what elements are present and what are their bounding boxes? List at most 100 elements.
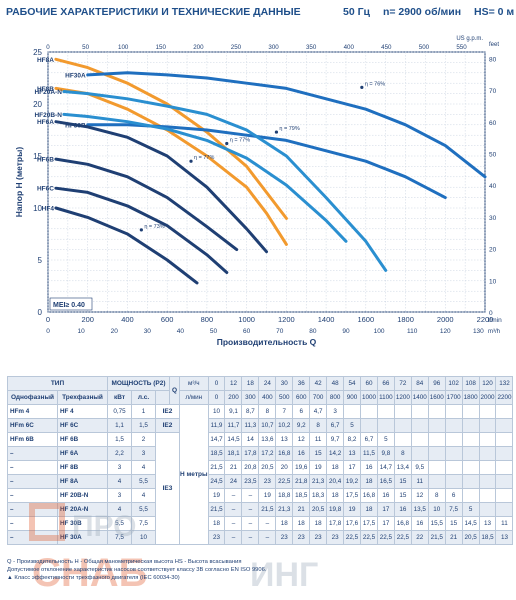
power-hp-cell: 3: [131, 446, 156, 461]
q-m3h-cell: 102: [444, 376, 463, 391]
head-value-cell: 12: [410, 488, 429, 503]
q-m3h-cell: 0: [207, 376, 226, 391]
q-lmin-cell: 600: [292, 390, 311, 405]
head-value-cell: 6,7: [359, 432, 378, 447]
feet-tick-label: 80: [489, 56, 497, 63]
head-value-cell: [461, 488, 480, 503]
head-value-cell: 15: [393, 488, 412, 503]
series-line-hf8b: [54, 86, 288, 246]
power-kw-cell: 3: [107, 488, 132, 503]
x-unit-label: l/min: [488, 317, 502, 324]
feet-unit-label: feet: [489, 42, 499, 48]
head-value-cell: 21,5: [207, 460, 226, 475]
single-phase-model: –: [7, 530, 58, 545]
head-value-cell: 18,5: [478, 530, 497, 545]
head-lmin-unit: л/мин: [179, 390, 209, 405]
head-value-cell: 11: [410, 474, 429, 489]
gpm-tick-label: 450: [381, 44, 392, 51]
head-value-cell: 19: [309, 460, 328, 475]
head-value-cell: [427, 460, 446, 475]
head-value-cell: 13: [343, 446, 361, 461]
head-value-cell: 3: [326, 404, 345, 419]
head-value-cell: 24: [224, 474, 243, 489]
speed-label: n= 2900 об/мин: [382, 6, 462, 18]
m3h-tick-label: 0: [46, 328, 50, 335]
power-hp-cell: 10: [131, 530, 156, 545]
gpm-tick-label: 150: [156, 44, 167, 51]
head-value-cell: 10,7: [258, 418, 277, 433]
head-value-cell: [427, 432, 446, 447]
head-value-cell: [478, 446, 497, 461]
head-value-cell: 16,8: [359, 488, 378, 503]
note-legend: Q - Производительность H - Общая маномет…: [7, 559, 242, 565]
x-tick-label: 1400: [318, 315, 335, 324]
gpm-tick-label: 50: [82, 44, 89, 51]
q-lmin-cell: 400: [258, 390, 277, 405]
three-phase-model: HF 8B: [57, 460, 108, 475]
head-value-cell: 22,5: [359, 530, 378, 545]
x-tick-label: 1800: [397, 315, 414, 324]
gpm-unit-label: US g.p.m.: [456, 36, 483, 42]
head-value-cell: 13: [275, 432, 294, 447]
q-m3h-cell: 42: [309, 376, 328, 391]
chart-grid: [47, 51, 486, 313]
q-m3h-cell: 108: [461, 376, 480, 391]
series-line-hf4: [54, 206, 199, 285]
efficiency-point: [360, 85, 364, 89]
head-value-cell: 16: [376, 488, 395, 503]
efficiency-label: η = 79%: [279, 126, 299, 132]
single-phase-model: –: [7, 474, 58, 489]
efficiency-label: η = 73%: [144, 224, 164, 230]
table-row: – HF 6A 2,2 3 18,5 18,1 17,8 17,2 16,8 16 15 14,2 13…: [7, 446, 514, 461]
series-label-hf6a: HF6A: [37, 119, 54, 126]
three-phase-model: HF 8A: [57, 474, 108, 489]
head-value-cell: [393, 432, 412, 447]
feet-tick-label: 40: [489, 183, 497, 190]
m3h-tick-label: 10: [77, 328, 85, 335]
power-kw-cell: 5,5: [107, 516, 132, 531]
head-value-cell: 16,8: [275, 446, 294, 461]
m3h-tick-label: 90: [342, 328, 350, 335]
head-value-cell: [410, 418, 429, 433]
head-type: ТИП: [7, 376, 108, 391]
head-value-cell: [495, 474, 514, 489]
head-value-cell: 11: [309, 432, 328, 447]
single-phase-model: –: [7, 502, 58, 517]
head-value-cell: [410, 446, 429, 461]
head-value-cell: [410, 404, 429, 419]
head-value-cell: 9,5: [410, 460, 429, 475]
q-lmin-cell: 0: [207, 390, 226, 405]
gpm-tick-label: 0: [46, 44, 50, 51]
head-value-cell: [444, 446, 463, 461]
series-label-hf8b: HF8B: [37, 86, 54, 93]
q-lmin-cell: 1200: [393, 390, 412, 405]
head-value-cell: [359, 418, 378, 433]
head-value-cell: 23: [292, 530, 311, 545]
head-value-cell: 17,5: [359, 516, 378, 531]
m3h-tick-label: 70: [276, 328, 284, 335]
head-value-cell: 16: [292, 446, 311, 461]
table-row: – HF 8B 3 4 21,5 21 20,8 20,5 20 19,6 19 18 17 16 14,7…: [7, 460, 514, 475]
efficiency-label: η = 77%: [194, 155, 214, 161]
m3h-unit-label: m³/h: [488, 329, 500, 335]
head-value-cell: 8,2: [343, 432, 361, 447]
power-hp-cell: 4: [131, 460, 156, 475]
series-line-hf8a: [54, 57, 288, 220]
three-phase-model: HF 6C: [57, 418, 108, 433]
head-hp: л.с.: [131, 390, 156, 405]
single-phase-model: –: [7, 446, 58, 461]
head-value-cell: [444, 460, 463, 475]
head-value-cell: 23: [326, 530, 345, 545]
head-value-cell: 17: [343, 460, 361, 475]
head-value-cell: 23,5: [241, 474, 260, 489]
q-m3h-cell: 36: [292, 376, 311, 391]
feet-tick-label: 20: [489, 247, 497, 254]
head-value-cell: 9,2: [292, 418, 311, 433]
head-value-cell: 6,7: [326, 418, 345, 433]
head-value-cell: [461, 418, 480, 433]
x-tick-label: 600: [161, 315, 174, 324]
three-phase-model: HF 6A: [57, 446, 108, 461]
mei-badge: MEI≥ 0.40: [49, 297, 93, 311]
q-lmin-cell: 1800: [461, 390, 480, 405]
head-value-cell: 21,8: [292, 474, 311, 489]
